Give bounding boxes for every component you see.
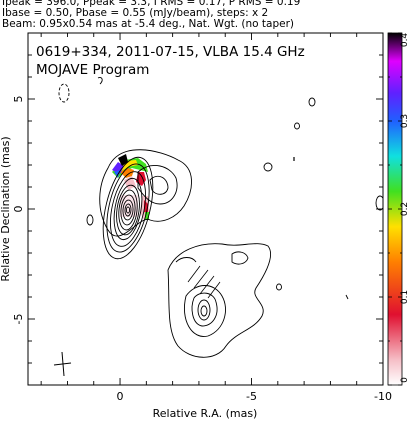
- y-axis-title: Relative Declination (mas): [0, 136, 12, 281]
- plot-subtitle: MOJAVE Program: [36, 62, 149, 78]
- restoring-beam: [53, 351, 72, 377]
- header-line-3: Beam: 0.95x0.54 mas at -5.4 deg., Nat. W…: [2, 18, 295, 30]
- core-contours: [99, 149, 192, 260]
- polarization-color-map: [112, 154, 150, 220]
- y-tick-label-1: 0: [12, 206, 25, 213]
- colorbar-label-4: 0.4: [400, 33, 409, 48]
- plot-frame: [27, 32, 384, 386]
- colorbar-label-0: 0: [400, 377, 409, 383]
- y-tick-label-2: -5: [12, 314, 25, 325]
- colorbar-label-2: 0.2: [400, 202, 409, 216]
- header-line-2: Ibase = 0.50, Pbase = 0.55 (mJy/beam), s…: [2, 7, 269, 19]
- x-axis-title: Relative R.A. (mas): [153, 407, 258, 420]
- plot-title: 0619+334, 2011-07-15, VLBA 15.4 GHz: [36, 44, 305, 60]
- x-tick-label-2: -10: [374, 390, 392, 403]
- y-tick-label-0: 5: [12, 96, 25, 103]
- noise-contours: [58, 77, 383, 300]
- x-tick-label-1: -5: [246, 390, 257, 403]
- colorbar-label-3: 0.3: [400, 114, 409, 128]
- x-tick-label-0: 0: [117, 390, 124, 403]
- header-line-1: Ipeak = 396.0, Ppeak = 3.3, I RMS = 0.17…: [2, 0, 301, 8]
- colorbar-label-1: 0.1: [400, 290, 409, 304]
- jet-contours: [167, 243, 272, 358]
